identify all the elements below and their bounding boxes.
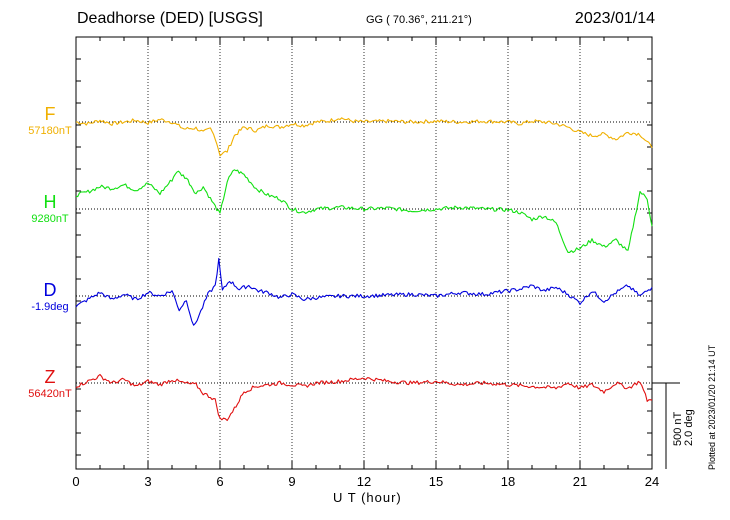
baseline-z: 56420nT bbox=[28, 388, 72, 400]
x-tick-label-0h: 0 bbox=[72, 474, 79, 489]
component-label-z: Z 56420nT bbox=[20, 367, 80, 401]
scale-label-deg: 2.0 deg bbox=[683, 409, 695, 446]
x-tick-label-3h: 3 bbox=[144, 474, 151, 489]
x-axis-label: U T (hour) bbox=[333, 490, 402, 505]
baseline-d: -1.9deg bbox=[31, 301, 69, 313]
x-tick-label-24h: 24 bbox=[645, 474, 659, 489]
x-tick-label-15h: 15 bbox=[429, 474, 443, 489]
baseline-h: 9280nT bbox=[31, 213, 69, 225]
x-tick-label-18h: 18 bbox=[501, 474, 515, 489]
series-line-z bbox=[75, 373, 653, 422]
component-letter-z: Z bbox=[44, 367, 56, 387]
geographic-coords: GG ( 70.36°, 211.21°) bbox=[366, 14, 472, 26]
component-letter-h: H bbox=[43, 192, 57, 212]
component-letter-d: D bbox=[43, 280, 57, 300]
component-letter-f: F bbox=[44, 104, 56, 124]
component-label-h: H 9280nT bbox=[20, 192, 80, 226]
series-line-f bbox=[76, 117, 653, 157]
plotted-timestamp: Plotted at 2023/01/20 21:14 UT bbox=[707, 344, 717, 470]
x-tick-label-21h: 21 bbox=[573, 474, 587, 489]
baseline-f: 57180nT bbox=[28, 125, 72, 137]
x-tick-label-12h: 12 bbox=[357, 474, 371, 489]
series-line-h bbox=[75, 169, 653, 253]
x-tick-label-6h: 6 bbox=[216, 474, 223, 489]
component-label-f: F 57180nT bbox=[20, 104, 80, 138]
plot-date: 2023/01/14 bbox=[574, 10, 655, 27]
station-title: Deadhorse (DED) [USGS] bbox=[77, 10, 263, 27]
series-line-d bbox=[75, 257, 653, 326]
component-label-d: D -1.9deg bbox=[20, 280, 80, 314]
x-tick-label-9h: 9 bbox=[288, 474, 295, 489]
